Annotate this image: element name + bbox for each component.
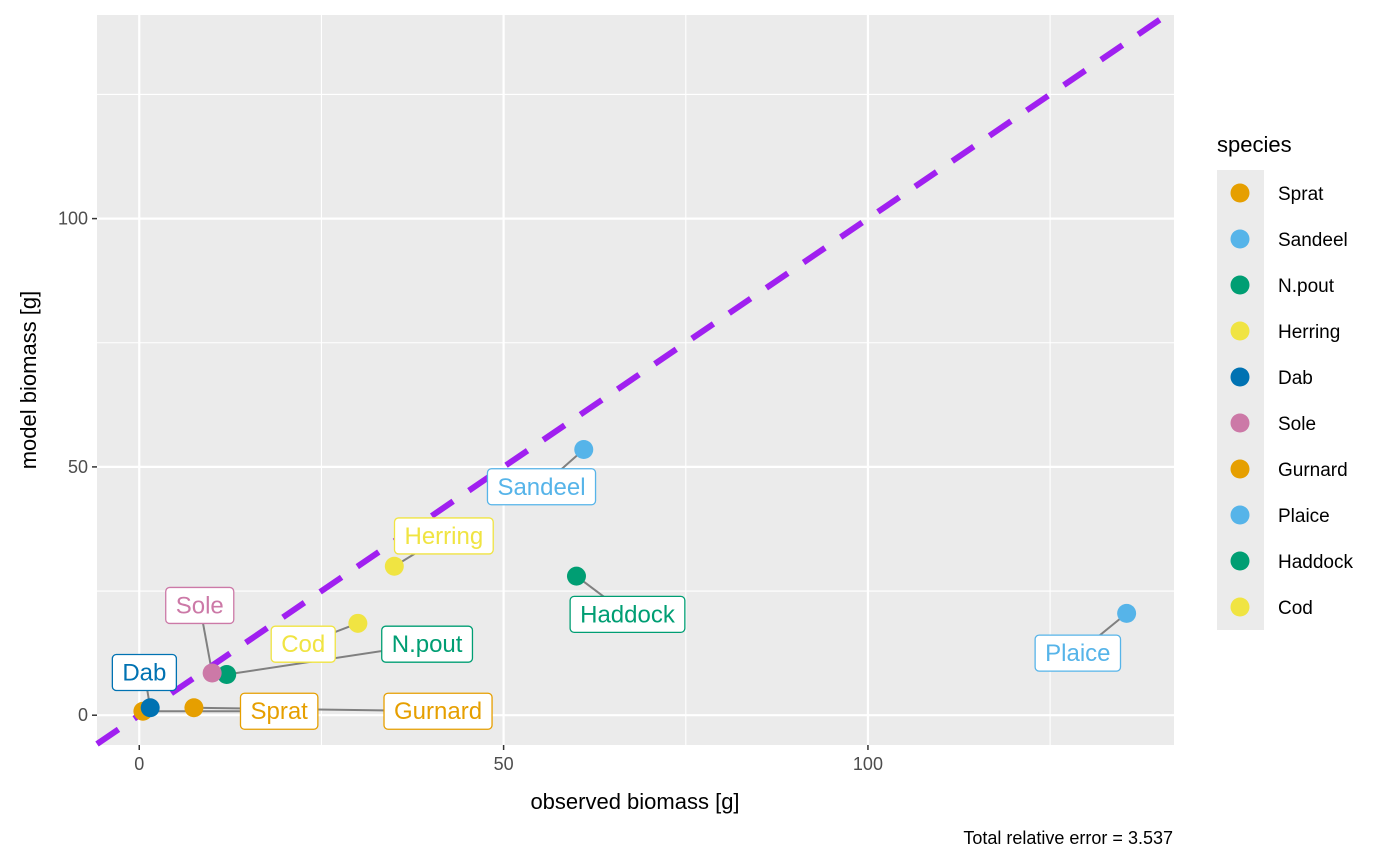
x-tick-label: 0: [134, 754, 144, 774]
identity-reference-line: [95, 12, 1169, 747]
label-text: Plaice: [1045, 640, 1110, 667]
legend-label: Dab: [1278, 368, 1313, 389]
label-text: Sprat: [250, 698, 308, 725]
point-label-plaice: Plaice: [1034, 634, 1122, 672]
caption-total-relative-error: Total relative error = 3.537: [963, 828, 1173, 848]
legend-item-dab: Dab: [1230, 367, 1313, 389]
point-label-herring: Herring: [393, 517, 494, 555]
x-axis-title: observed biomass [g]: [530, 789, 739, 814]
label-box: [239, 692, 319, 730]
x-tick-label: 100: [853, 754, 883, 774]
label-box: [393, 517, 494, 555]
label-box: [165, 586, 235, 625]
legend-label: Plaice: [1278, 506, 1330, 527]
point-cod: [348, 613, 368, 633]
legend-item-sandeel: Sandeel: [1230, 229, 1348, 251]
legend-key: [1230, 183, 1250, 203]
point-label-sandeel: Sandeel: [486, 468, 597, 506]
label-box: [111, 653, 178, 692]
x-tick-label: 50: [494, 754, 514, 774]
point-label-dab: Dab: [111, 653, 178, 692]
point-sandeel: [574, 440, 594, 460]
legend-key: [1230, 459, 1250, 479]
point-label-sprat: Sprat: [239, 692, 319, 730]
legend-item-cod: Cod: [1230, 597, 1313, 619]
point-label-sole: Sole: [165, 586, 235, 625]
label-box: [383, 692, 493, 730]
label-text: Gurnard: [394, 698, 482, 725]
label-text: Herring: [405, 523, 484, 550]
point-haddock: [566, 566, 586, 586]
label-text: Sandeel: [497, 474, 585, 501]
data-points: [133, 440, 1137, 721]
legend-key: [1230, 505, 1250, 525]
point-gurnard: [184, 698, 204, 718]
y-tick-label: 100: [58, 209, 88, 229]
legend-key: [1230, 321, 1250, 341]
label-box: [381, 625, 474, 663]
legend-item-sprat: Sprat: [1230, 183, 1324, 205]
legend-title: species: [1217, 132, 1292, 157]
y-tick-label: 0: [78, 705, 88, 725]
legend-key: [1230, 413, 1250, 433]
point-n-pout: [217, 664, 237, 684]
grid-lines: [97, 15, 1174, 745]
point-plaice: [1117, 603, 1137, 623]
legend-item-sole: Sole: [1230, 413, 1316, 435]
point-label-cod: Cod: [270, 625, 336, 663]
point-labels: Sprat Sandeel N.pout Herring Dab Sole Gurnard P…: [111, 468, 1122, 730]
reference-line-y-equals-x: [95, 12, 1169, 747]
legend-label: Gurnard: [1278, 460, 1348, 481]
label-text: Dab: [122, 659, 166, 686]
label-text: Cod: [281, 631, 325, 658]
legend-item-plaice: Plaice: [1230, 505, 1330, 527]
legend-label: N.pout: [1278, 276, 1335, 297]
legend-key: [1230, 597, 1250, 617]
legend-label: Sole: [1278, 414, 1316, 435]
legend-label: Cod: [1278, 598, 1313, 619]
label-box: [270, 625, 336, 663]
legend-key: [1230, 367, 1250, 387]
y-axis-title: model biomass [g]: [16, 291, 41, 470]
label-box: [569, 595, 686, 634]
legend-item-n-pout: N.pout: [1230, 275, 1335, 297]
label-text: Sole: [176, 592, 224, 619]
legend-item-gurnard: Gurnard: [1230, 459, 1348, 481]
label-text: Haddock: [580, 601, 676, 628]
legend-label: Haddock: [1278, 552, 1353, 573]
axes: 0 50 100 0 50 100: [58, 209, 883, 774]
point-label-n-pout: N.pout: [381, 625, 474, 663]
label-box: [486, 468, 597, 506]
legend-item-haddock: Haddock: [1230, 551, 1353, 573]
label-box: [1034, 634, 1122, 672]
legend-item-herring: Herring: [1230, 321, 1340, 343]
legend-label: Sandeel: [1278, 230, 1348, 251]
point-dab: [140, 698, 160, 718]
label-text: N.pout: [392, 631, 463, 658]
legend-key: [1230, 551, 1250, 571]
legend: species Sprat Sandeel N.pout Herring Dab Sole…: [1217, 132, 1353, 630]
legend-key: [1230, 229, 1250, 249]
point-label-gurnard: Gurnard: [383, 692, 493, 730]
point-sole: [202, 663, 222, 683]
y-tick-label: 50: [68, 457, 88, 477]
legend-label: Sprat: [1278, 184, 1324, 205]
legend-key: [1230, 275, 1250, 295]
legend-label: Herring: [1278, 322, 1340, 343]
point-herring: [384, 556, 404, 576]
point-label-haddock: Haddock: [569, 595, 686, 634]
